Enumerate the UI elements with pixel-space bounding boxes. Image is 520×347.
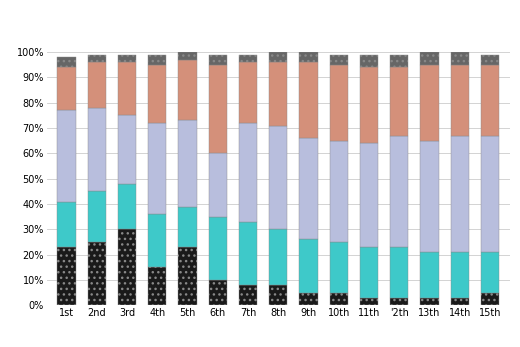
Bar	[300, 52, 318, 62]
Bar	[239, 54, 257, 62]
Bar	[300, 62, 318, 138]
Bar	[390, 54, 408, 67]
Bar	[88, 192, 106, 242]
Bar	[118, 62, 136, 115]
Bar	[239, 123, 257, 222]
Bar	[148, 123, 166, 214]
Bar	[148, 214, 166, 267]
Bar	[360, 54, 378, 67]
Bar	[178, 60, 197, 120]
Bar	[148, 267, 166, 305]
Bar	[300, 239, 318, 293]
Bar	[481, 252, 499, 293]
Bar	[239, 222, 257, 285]
Bar	[178, 247, 197, 305]
Bar	[209, 54, 227, 65]
Bar	[57, 67, 75, 110]
Bar	[209, 280, 227, 305]
Bar	[178, 206, 197, 247]
Bar	[420, 141, 438, 252]
Bar	[118, 54, 136, 62]
Bar	[330, 141, 348, 242]
Bar	[178, 120, 197, 206]
Bar	[209, 217, 227, 280]
Bar	[239, 285, 257, 305]
Bar	[420, 298, 438, 305]
Bar	[88, 108, 106, 192]
Bar	[481, 136, 499, 252]
Bar	[420, 252, 438, 298]
Bar	[88, 62, 106, 108]
Bar	[57, 247, 75, 305]
Bar	[481, 293, 499, 305]
Bar	[420, 65, 438, 141]
Bar	[57, 110, 75, 202]
Bar	[451, 298, 469, 305]
Bar	[481, 54, 499, 65]
Bar	[330, 65, 348, 141]
Bar	[209, 65, 227, 153]
Bar	[269, 126, 287, 229]
Bar	[451, 136, 469, 252]
Bar	[269, 285, 287, 305]
Bar	[330, 54, 348, 65]
Bar	[300, 293, 318, 305]
Bar	[390, 247, 408, 298]
Bar	[209, 153, 227, 217]
Bar	[148, 54, 166, 65]
Bar	[269, 62, 287, 126]
Bar	[57, 57, 75, 67]
Bar	[390, 136, 408, 247]
Bar	[118, 229, 136, 305]
Bar	[57, 202, 75, 247]
Bar	[360, 67, 378, 143]
Bar	[118, 115, 136, 184]
Bar	[148, 65, 166, 123]
Bar	[360, 247, 378, 298]
Bar	[390, 298, 408, 305]
Bar	[451, 252, 469, 298]
Bar	[481, 65, 499, 136]
Bar	[300, 138, 318, 239]
Bar	[330, 293, 348, 305]
Bar	[330, 242, 348, 293]
Bar	[178, 52, 197, 60]
Bar	[118, 184, 136, 229]
Bar	[269, 229, 287, 285]
Bar	[88, 242, 106, 305]
Bar	[239, 62, 257, 123]
Bar	[420, 52, 438, 65]
Bar	[451, 52, 469, 65]
Bar	[269, 52, 287, 62]
Bar	[360, 298, 378, 305]
Bar	[390, 67, 408, 136]
Text: Education level of MPs - 1st to 15th Lok Sabha: Education level of MPs - 1st to 15th Lok…	[42, 14, 478, 32]
Bar	[88, 54, 106, 62]
Bar	[451, 65, 469, 136]
Bar	[360, 143, 378, 247]
